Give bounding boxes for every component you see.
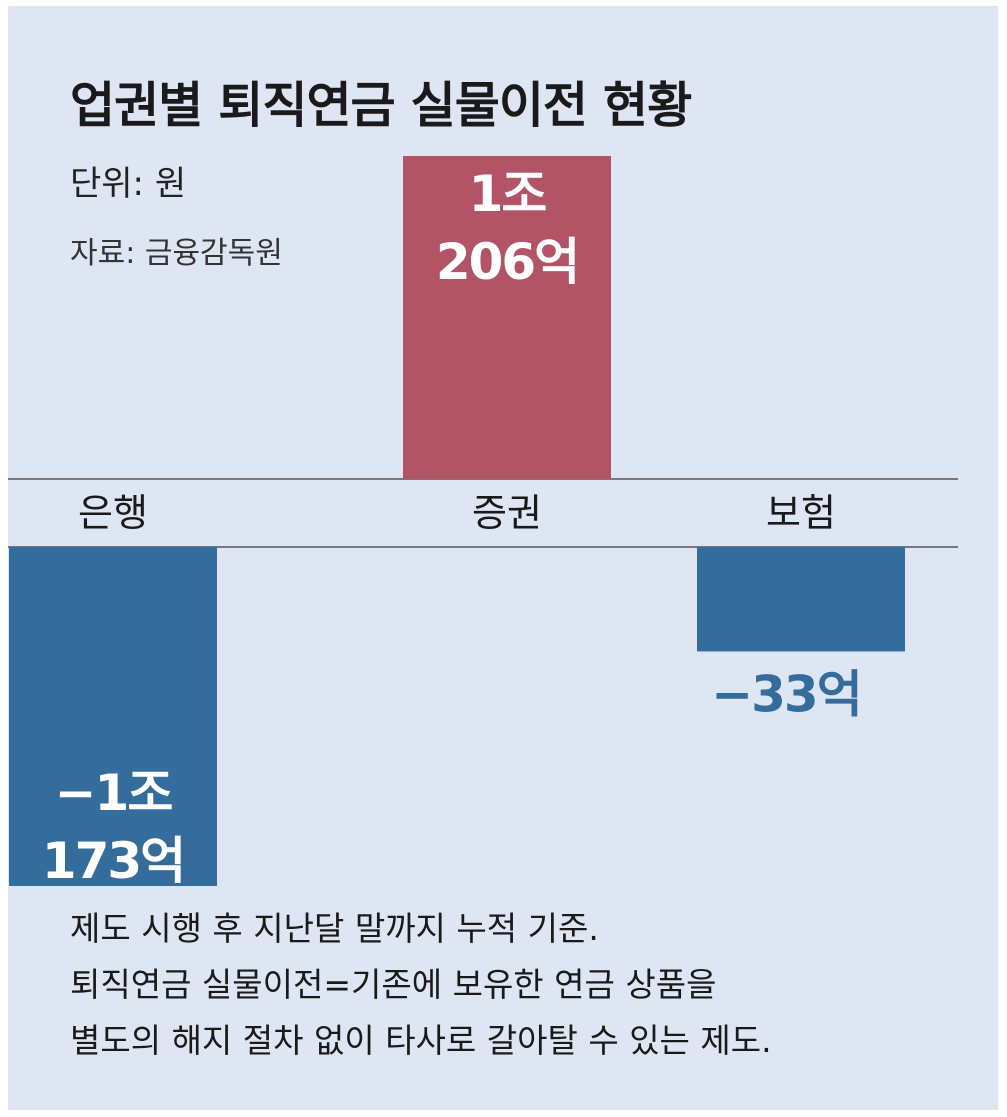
chart-title: 업권별 퇴직연금 실물이전 현황 bbox=[70, 77, 692, 134]
value-label: 173억 bbox=[42, 832, 184, 886]
footnote-line: 제도 시행 후 지난달 말까지 누적 기준. bbox=[70, 909, 599, 948]
bar-1 bbox=[9, 547, 217, 886]
footnote-line: 별도의 해지 절차 없이 타사로 갈아탈 수 있는 제도. bbox=[70, 1021, 772, 1060]
category-label: 증권 bbox=[472, 491, 542, 535]
bar-3 bbox=[697, 547, 905, 652]
category-label: 은행 bbox=[78, 491, 148, 535]
source-label: 자료: 금융감독원 bbox=[70, 236, 283, 271]
bar-2 bbox=[403, 156, 611, 479]
unit-label: 단위: 원 bbox=[70, 164, 187, 204]
infographic-card: 업권별 퇴직연금 실물이전 현황 단위: 원 자료: 금융감독원 은행 −1조 17… bbox=[8, 6, 998, 1110]
value-label: −1조 bbox=[55, 764, 173, 822]
footnotes: 제도 시행 후 지난달 말까지 누적 기준. 퇴직연금 실물이전=기존에 보유한… bbox=[70, 901, 970, 1069]
value-label: 1조 bbox=[469, 165, 547, 223]
value-label: −33억 bbox=[711, 665, 860, 723]
category-label: 보험 bbox=[766, 491, 836, 535]
footnote-line: 퇴직연금 실물이전=기존에 보유한 연금 상품을 bbox=[70, 965, 717, 1004]
value-label: 206억 bbox=[436, 233, 578, 291]
